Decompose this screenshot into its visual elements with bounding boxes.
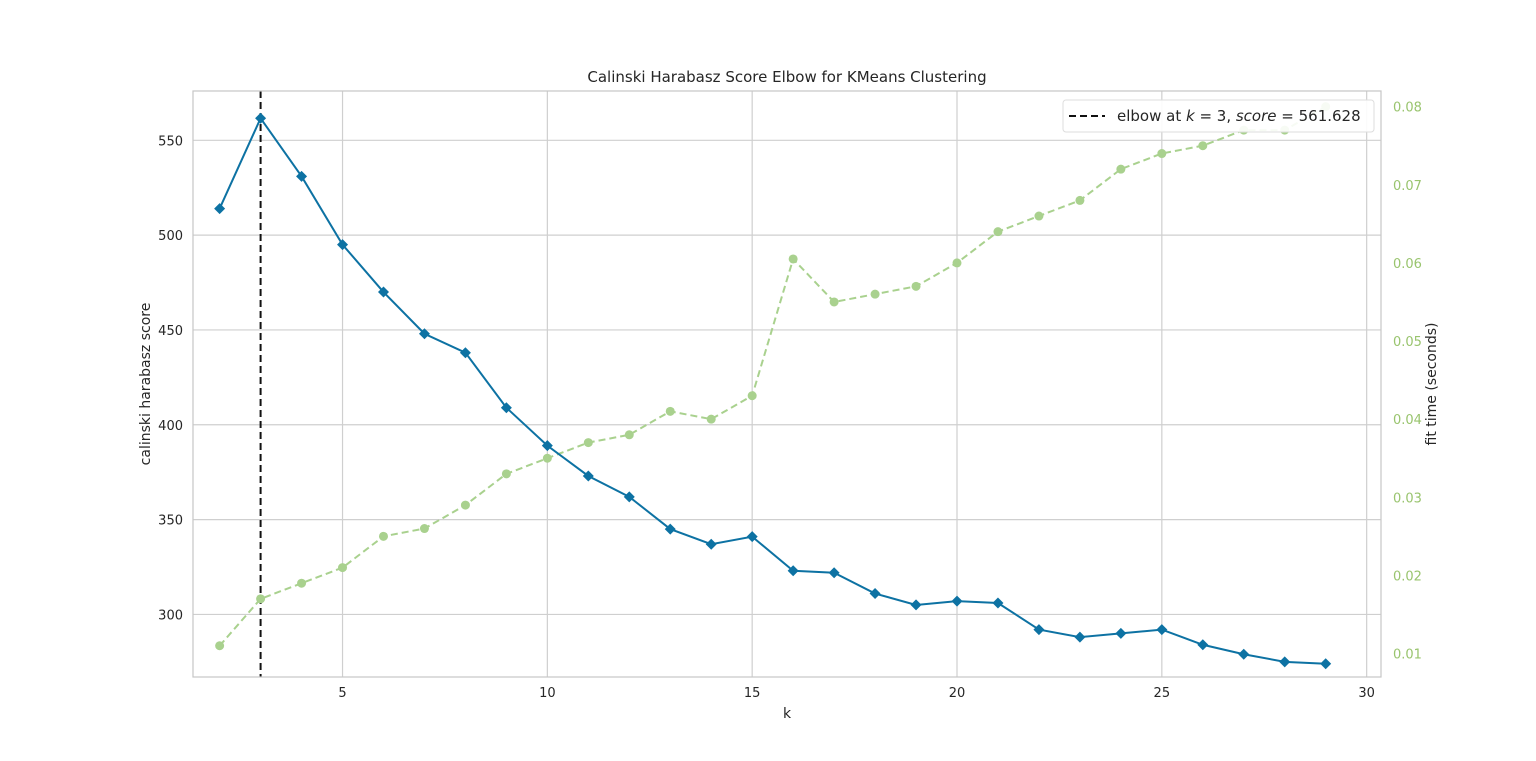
fit-time-point	[1034, 211, 1044, 221]
y-tick-label: 400	[158, 419, 183, 434]
score-point	[296, 170, 308, 182]
fit-time-point	[215, 641, 225, 651]
fit-time-point	[1116, 164, 1126, 174]
fit-time-point	[1198, 141, 1208, 151]
score-point	[255, 112, 267, 124]
score-point	[910, 599, 922, 611]
legend-k: k	[1186, 107, 1196, 125]
fit-time-line	[218, 105, 1327, 647]
fit-time-point	[419, 524, 429, 534]
x-tick-label: 15	[744, 686, 761, 701]
fit-time-point	[624, 430, 634, 440]
fit-time-point	[952, 258, 962, 268]
fit-time-point	[338, 563, 348, 573]
fit-time-point	[829, 297, 839, 307]
fit-time-point	[460, 500, 470, 510]
score-point	[1156, 624, 1168, 636]
fit-time-point	[256, 594, 266, 604]
y2-tick-label: 0.08	[1393, 101, 1422, 116]
y2-axis-label: fit time (seconds)	[1424, 323, 1440, 446]
y-tick-label: 550	[158, 134, 183, 149]
score-point	[787, 565, 799, 577]
score-line	[218, 116, 1326, 665]
legend: elbow at k = 3, score = 561.628	[1062, 99, 1375, 133]
fit-time-point	[870, 289, 880, 299]
x-tick-label: 10	[539, 686, 556, 701]
score-point	[828, 567, 840, 579]
fit-time-point	[706, 414, 716, 424]
y2-tick-label: 0.05	[1393, 335, 1422, 350]
y2-tick-label: 0.01	[1393, 648, 1422, 663]
score-point	[500, 402, 512, 414]
legend-score: score	[1236, 107, 1277, 125]
y-tick-label: 450	[158, 324, 183, 339]
fit-time-point	[297, 578, 307, 588]
score-point	[582, 470, 594, 482]
y2-tick-label: 0.03	[1393, 491, 1422, 506]
legend-eq1: = 3,	[1195, 107, 1236, 125]
fit-time-point	[993, 227, 1003, 237]
y-tick-label: 500	[158, 229, 183, 244]
y-tick-label: 300	[158, 608, 183, 623]
score-point	[869, 588, 881, 600]
legend-label: elbow at k = 3, score = 561.628	[1117, 107, 1361, 125]
y-axis-label: calinski harabasz score	[138, 303, 154, 466]
x-axis-label: k	[783, 706, 792, 722]
y2-tick-label: 0.06	[1393, 257, 1422, 272]
score-point	[1238, 648, 1250, 660]
fit-time-point	[501, 469, 511, 479]
fit-time-point	[1157, 149, 1167, 159]
score-point	[418, 328, 430, 340]
y-tick-label: 350	[158, 514, 183, 529]
score-point	[459, 347, 471, 359]
score-point	[1115, 627, 1127, 639]
fit-time-point	[747, 391, 757, 401]
x-tick-label: 5	[338, 686, 346, 701]
fit-time-point	[911, 281, 921, 291]
score-point	[705, 538, 717, 550]
score-point	[1074, 631, 1086, 643]
fit-time-point	[583, 438, 593, 448]
x-tick-label: 25	[1154, 686, 1171, 701]
legend-prefix: elbow at	[1117, 107, 1186, 125]
score-point	[377, 286, 389, 298]
score-point	[951, 595, 963, 607]
score-point	[623, 491, 635, 503]
score-point	[1320, 658, 1332, 670]
series-layer	[214, 102, 1332, 670]
legend-box	[1062, 99, 1375, 133]
x-tick-label: 20	[949, 686, 966, 701]
score-point	[664, 523, 676, 535]
grid-lines	[193, 91, 1381, 677]
y2-tick-label: 0.02	[1393, 569, 1422, 584]
fit-time-point	[788, 254, 798, 264]
x-tick-label: 30	[1358, 686, 1375, 701]
axes: 5 10 15 20 25 30 300 350 400 450 500 550 0.01 0.02 0.0…	[158, 90, 1422, 701]
fit-time-point	[378, 531, 388, 541]
score-point	[337, 239, 349, 251]
fit-time-point	[542, 453, 552, 463]
y2-tick-label: 0.04	[1393, 413, 1422, 428]
score-point	[992, 597, 1004, 609]
y2-tick-label: 0.07	[1393, 179, 1422, 194]
score-point	[746, 531, 758, 543]
fit-time-point	[1075, 195, 1085, 205]
chart-title: Calinski Harabasz Score Elbow for KMeans…	[587, 68, 986, 86]
fit-time-point	[665, 406, 675, 416]
score-point	[1279, 656, 1291, 668]
score-point	[1033, 624, 1045, 636]
plot-frame	[192, 90, 1382, 678]
score-point	[1197, 639, 1209, 651]
legend-eq2: = 561.628	[1277, 107, 1361, 125]
score-point	[541, 440, 553, 452]
score-point	[214, 203, 226, 215]
